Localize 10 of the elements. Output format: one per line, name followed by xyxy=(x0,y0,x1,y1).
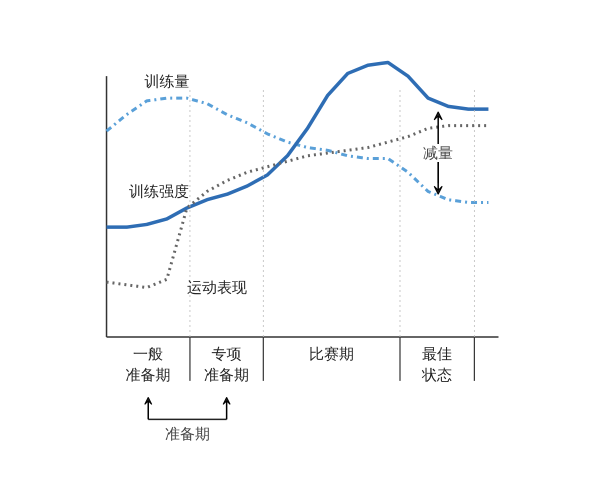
annotation: 减量 xyxy=(423,144,454,162)
text: 准备期 xyxy=(126,366,171,384)
series-label: 训练量 xyxy=(144,72,190,91)
text: 比赛期 xyxy=(309,345,354,364)
text: 专项准备期 xyxy=(204,345,250,384)
text: 一般 xyxy=(133,345,164,364)
series-label: 训练强度 xyxy=(128,182,189,200)
text: 最佳状态 xyxy=(421,345,452,384)
text: 准备期 xyxy=(164,424,210,443)
series-label: 运动表现 xyxy=(187,278,248,297)
